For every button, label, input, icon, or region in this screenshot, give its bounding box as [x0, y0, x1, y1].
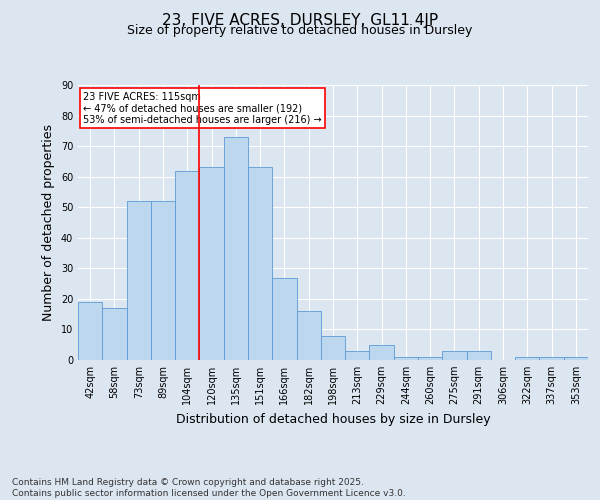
- Y-axis label: Number of detached properties: Number of detached properties: [42, 124, 55, 321]
- Bar: [127, 201, 151, 360]
- Bar: [248, 168, 272, 360]
- Bar: [370, 344, 394, 360]
- Bar: [467, 351, 491, 360]
- Bar: [418, 357, 442, 360]
- Bar: [564, 357, 588, 360]
- Bar: [539, 357, 564, 360]
- Bar: [272, 278, 296, 360]
- Bar: [321, 336, 345, 360]
- Text: Contains HM Land Registry data © Crown copyright and database right 2025.
Contai: Contains HM Land Registry data © Crown c…: [12, 478, 406, 498]
- Text: Size of property relative to detached houses in Dursley: Size of property relative to detached ho…: [127, 24, 473, 37]
- Bar: [442, 351, 467, 360]
- Text: 23, FIVE ACRES, DURSLEY, GL11 4JP: 23, FIVE ACRES, DURSLEY, GL11 4JP: [162, 12, 438, 28]
- Bar: [151, 201, 175, 360]
- Bar: [175, 170, 199, 360]
- X-axis label: Distribution of detached houses by size in Dursley: Distribution of detached houses by size …: [176, 412, 490, 426]
- Bar: [78, 302, 102, 360]
- Bar: [394, 357, 418, 360]
- Bar: [199, 168, 224, 360]
- Bar: [345, 351, 370, 360]
- Bar: [102, 308, 127, 360]
- Bar: [296, 311, 321, 360]
- Bar: [515, 357, 539, 360]
- Bar: [224, 137, 248, 360]
- Text: 23 FIVE ACRES: 115sqm
← 47% of detached houses are smaller (192)
53% of semi-det: 23 FIVE ACRES: 115sqm ← 47% of detached …: [83, 92, 322, 125]
